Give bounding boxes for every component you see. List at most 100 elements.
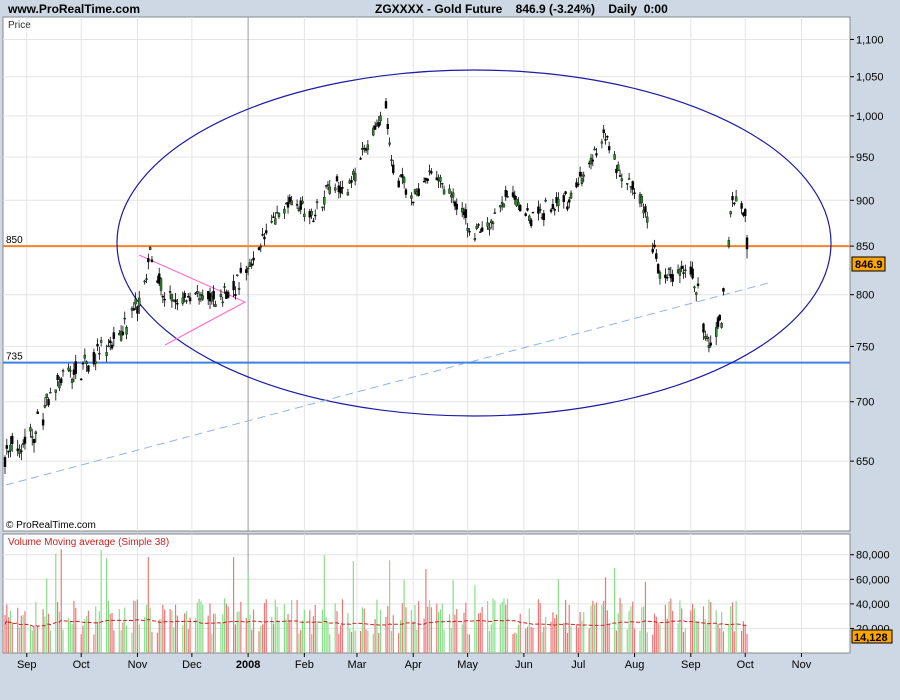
volume-panel-label: Volume Moving average (Simple 38) — [8, 537, 169, 548]
candle-body — [526, 208, 529, 211]
price-tick-label: 900 — [856, 195, 874, 207]
time-tick-label: Mar — [347, 659, 366, 671]
candle-body — [69, 370, 72, 372]
candle-body — [359, 158, 362, 160]
time-tick-label: Jul — [571, 659, 585, 671]
candle-body — [486, 222, 489, 227]
candle-body — [236, 274, 239, 276]
candle-body — [544, 199, 547, 202]
candle-body — [32, 439, 36, 444]
candle-body — [290, 200, 293, 206]
candle-body — [239, 267, 243, 273]
candle-body — [143, 280, 146, 283]
candle-body — [3, 457, 7, 467]
candle-body — [29, 427, 32, 432]
candle-body — [21, 443, 25, 445]
candle-body — [422, 180, 426, 183]
candle-body — [633, 192, 636, 194]
candle-body — [718, 315, 722, 321]
candle-body — [591, 159, 595, 162]
candle-body — [602, 129, 605, 134]
candle-body — [185, 300, 188, 302]
candle-body — [729, 211, 732, 215]
candle-body — [667, 268, 671, 270]
candle-body — [727, 240, 731, 247]
candle-body — [653, 244, 656, 248]
candle-body — [286, 202, 290, 208]
chart-header: www.ProRealTime.com ZGXXXX - Gold Future… — [0, 0, 900, 17]
candle-body — [314, 214, 317, 217]
candle-body — [401, 174, 404, 178]
price-tick-label: 800 — [856, 290, 874, 302]
candle-body — [542, 213, 546, 221]
candle-body — [707, 345, 711, 349]
candle-body — [121, 331, 125, 335]
candle-body — [517, 202, 520, 206]
candle-body — [20, 450, 23, 453]
candle-body — [187, 296, 190, 298]
candle-body — [5, 445, 9, 449]
candle-body — [263, 236, 266, 240]
candle-body — [138, 297, 141, 307]
candle-body — [568, 199, 571, 203]
candle-body — [500, 201, 504, 205]
candle-body — [524, 213, 527, 216]
volume-moving-average — [4, 618, 747, 628]
candle-body — [441, 182, 444, 185]
candle-body — [442, 189, 446, 195]
candle-body — [644, 206, 647, 213]
candle-body — [301, 200, 304, 204]
candle-body — [439, 177, 442, 182]
time-tick-label: Jun — [515, 659, 533, 671]
candle-body — [83, 354, 87, 359]
candle-body — [161, 296, 165, 298]
candle-body — [566, 206, 569, 210]
candle-body — [666, 276, 669, 279]
candle-body — [733, 202, 736, 205]
candle-body — [147, 258, 150, 263]
price-tick-label: 1,100 — [856, 34, 884, 46]
candle-body — [626, 183, 629, 185]
candle-body — [196, 291, 199, 294]
candle-body — [176, 303, 179, 305]
candle-body — [7, 450, 10, 453]
candle-body — [9, 444, 12, 451]
candle-body — [490, 220, 493, 224]
candle-body — [312, 220, 315, 223]
candle-body — [98, 352, 101, 355]
candle-body — [531, 211, 535, 214]
candle-body — [34, 431, 38, 435]
candle-body — [562, 195, 565, 202]
candle-body — [234, 293, 237, 297]
candle-body — [551, 204, 555, 209]
candle-body — [74, 361, 77, 374]
price-axis: 650 700 750 800 850 900 950 1,000 1,050 1,100 — [850, 34, 884, 468]
candle-body — [480, 227, 484, 232]
candle-body — [705, 336, 709, 340]
candle-body — [363, 147, 366, 150]
candle-body — [261, 234, 264, 236]
site-name[interactable]: www.ProRealTime.com — [8, 2, 141, 16]
candle-body — [655, 253, 658, 259]
volume-bars — [4, 549, 748, 653]
candle-body — [125, 326, 128, 335]
time-axis: Sep Oct Nov Dec 2008 Feb Mar Apr May Jun Jul Aug Sep… — [17, 653, 812, 671]
candle-body — [283, 208, 286, 214]
candle-body — [714, 327, 718, 337]
candle-body — [473, 238, 477, 241]
candle-body — [506, 196, 509, 198]
candle-body — [682, 272, 685, 274]
current-volume-value: 14,128 — [854, 632, 888, 644]
candle-body — [379, 115, 382, 122]
candle-body — [123, 317, 126, 320]
candle-body — [170, 294, 174, 302]
candle-body — [569, 192, 573, 199]
trendline — [5, 281, 773, 486]
candle-body — [45, 393, 48, 399]
candle-body — [448, 188, 451, 194]
candle-body — [740, 203, 743, 209]
candle-body — [109, 340, 112, 344]
candle-body — [404, 189, 408, 195]
candle-body — [201, 295, 204, 300]
